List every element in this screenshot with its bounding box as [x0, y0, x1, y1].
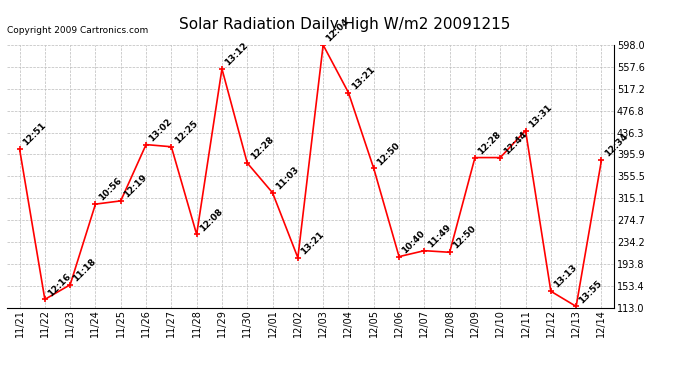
Text: 10:56: 10:56: [97, 176, 124, 203]
Text: 12:16: 12:16: [46, 272, 73, 298]
Text: 13:13: 13:13: [552, 263, 579, 290]
Text: 12:51: 12:51: [21, 121, 48, 147]
Text: 12:34: 12:34: [603, 132, 629, 159]
Text: 11:18: 11:18: [72, 257, 98, 284]
Text: 12:25: 12:25: [172, 119, 199, 146]
Text: 11:49: 11:49: [426, 222, 453, 249]
Text: 12:04: 12:04: [324, 17, 351, 44]
Text: 12:19: 12:19: [122, 173, 149, 200]
Text: 12:28: 12:28: [248, 135, 275, 162]
Text: 12:44: 12:44: [502, 129, 529, 156]
Text: 13:31: 13:31: [527, 102, 553, 129]
Text: 11:03: 11:03: [274, 165, 300, 191]
Text: 12:28: 12:28: [476, 130, 503, 156]
Text: 12:50: 12:50: [451, 224, 477, 251]
Text: Copyright 2009 Cartronics.com: Copyright 2009 Cartronics.com: [7, 26, 148, 35]
Text: 13:55: 13:55: [578, 278, 604, 305]
Text: 13:02: 13:02: [148, 117, 174, 143]
Text: 13:12: 13:12: [224, 41, 250, 68]
Text: 12:50: 12:50: [375, 141, 402, 167]
Text: Solar Radiation Daily High W/m2 20091215: Solar Radiation Daily High W/m2 20091215: [179, 17, 511, 32]
Text: 13:21: 13:21: [350, 64, 377, 91]
Text: 12:08: 12:08: [198, 207, 224, 233]
Text: 13:21: 13:21: [299, 230, 326, 256]
Text: 10:40: 10:40: [400, 229, 427, 255]
